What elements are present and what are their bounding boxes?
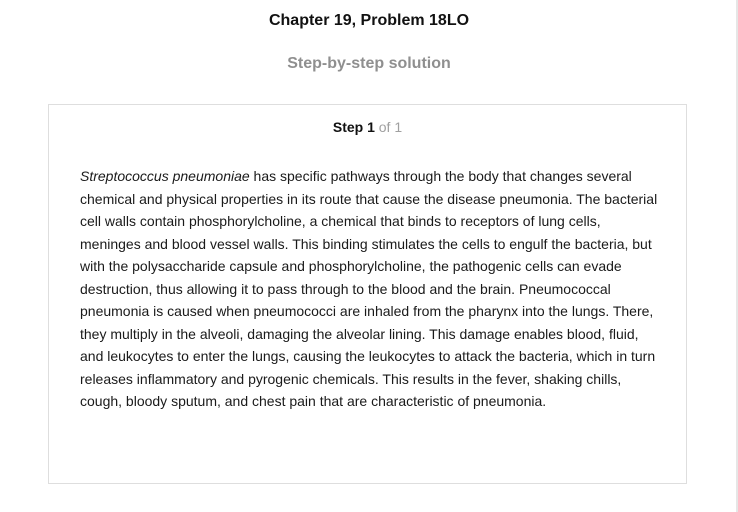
step-header: Step 1 of 1 bbox=[49, 119, 686, 135]
page-edge-divider bbox=[736, 0, 738, 512]
step-body-text: has specific pathways through the body t… bbox=[80, 168, 658, 409]
step-body: Streptococcus pneumoniae has specific pa… bbox=[80, 165, 660, 413]
step-card: Step 1 of 1 Streptococcus pneumoniae has… bbox=[48, 104, 687, 484]
chapter-title: Chapter 19, Problem 18LO bbox=[268, 12, 470, 29]
organism-name: Streptococcus pneumoniae bbox=[80, 168, 250, 184]
step-label: Step 1 bbox=[332, 119, 375, 135]
step-count: of 1 bbox=[378, 119, 403, 135]
solution-subtitle: Step-by-step solution bbox=[287, 55, 451, 72]
